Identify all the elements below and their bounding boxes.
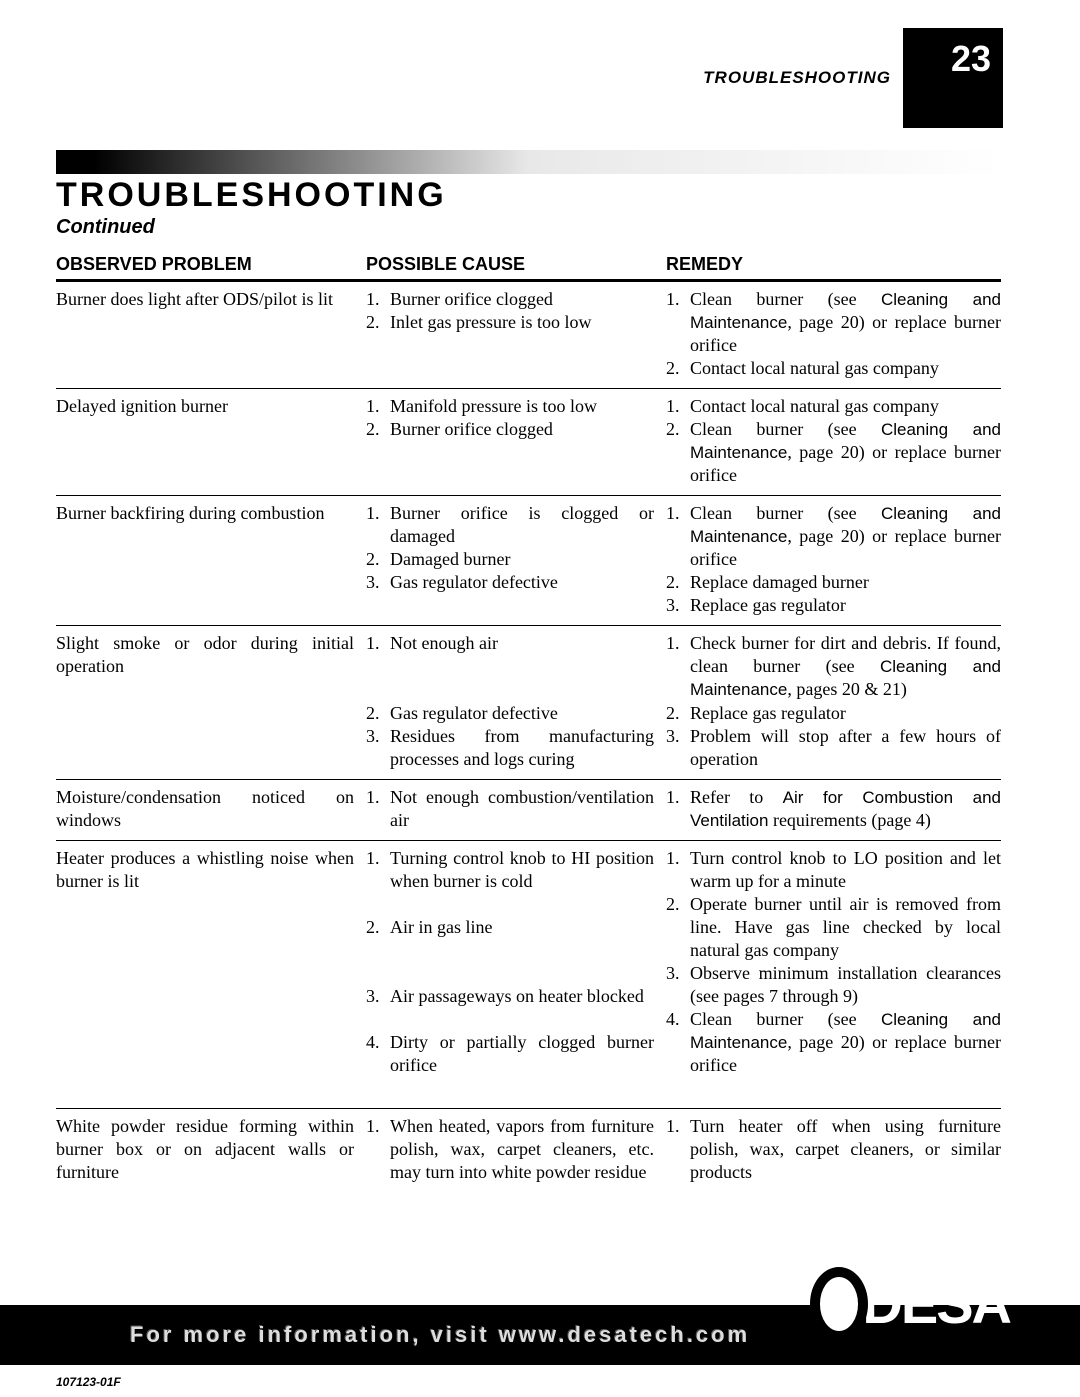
page-header: TROUBLESHOOTING 23 [703, 28, 1003, 128]
remedy-item: 1.Turn heater off when using furniture p… [666, 1115, 1001, 1184]
cause-item: 1.Not enough combustion/ventilation air [366, 786, 654, 832]
remedy-item: 3.Observe minimum installation clearance… [666, 962, 1001, 1008]
cause-cell: 1.Not enough air 2.Gas regulator defecti… [366, 632, 666, 770]
cause-cell: 1.When heated, vapors from furniture pol… [366, 1115, 666, 1184]
table-row: Burner does light after ODS/pilot is lit… [56, 282, 1001, 389]
cause-item: 3.Gas regulator defective [366, 571, 654, 594]
cause-item: 1.When heated, vapors from furniture pol… [366, 1115, 654, 1184]
cause-item: 4.Dirty or partially clogged burner orif… [366, 1031, 654, 1077]
cause-item: 1.Burner orifice clogged [366, 288, 654, 311]
remedy-item: 3.Replace gas regulator [666, 594, 1001, 617]
remedy-item: 1.Clean burner (see Cleaning and Mainten… [666, 502, 1001, 571]
cause-item: 1.Not enough air [366, 632, 654, 655]
logo-circle-icon [810, 1267, 868, 1341]
table-row: White powder residue forming within burn… [56, 1109, 1001, 1192]
cause-item: 3.Residues from manufacturing processes … [366, 725, 654, 771]
remedy-item: 1.Check burner for dirt and debris. If f… [666, 632, 1001, 701]
cause-item: 1.Manifold pressure is too low [366, 395, 654, 418]
cause-item: 1.Burner orifice is clogged or damaged [366, 502, 654, 548]
cause-cell: 1.Burner orifice is clogged or damaged2.… [366, 502, 666, 617]
gradient-bar [56, 150, 1001, 174]
remedy-cell: 1.Check burner for dirt and debris. If f… [666, 632, 1001, 770]
table-header-row: OBSERVED PROBLEM POSSIBLE CAUSE REMEDY [56, 254, 1001, 282]
remedy-cell: 1.Clean burner (see Cleaning and Mainten… [666, 502, 1001, 617]
brand-logo: DESA [810, 1267, 1010, 1341]
cause-item: 2.Damaged burner [366, 548, 654, 571]
problem-cell: White powder residue forming within burn… [56, 1115, 366, 1184]
table-body: Burner does light after ODS/pilot is lit… [56, 282, 1001, 1192]
table-row: Burner backfiring during combustion1.Bur… [56, 496, 1001, 626]
problem-cell: Heater produces a whistling noise when b… [56, 847, 366, 1100]
remedy-cell: 1.Refer to Air for Combustion and Ventil… [666, 786, 1001, 832]
remedy-item: 2.Replace damaged burner [666, 571, 1001, 594]
table-row: Delayed ignition burner1.Manifold pressu… [56, 389, 1001, 496]
problem-cell: Slight smoke or odor during initial oper… [56, 632, 366, 770]
spacer [366, 655, 654, 678]
remedy-cell: 1.Turn control knob to LO position and l… [666, 847, 1001, 1100]
remedy-item: 2.Operate burner until air is removed fr… [666, 893, 1001, 962]
remedy-item: 2.Clean burner (see Cleaning and Mainten… [666, 418, 1001, 487]
cause-cell: 1.Burner orifice clogged2.Inlet gas pres… [366, 288, 666, 380]
troubleshooting-table: OBSERVED PROBLEM POSSIBLE CAUSE REMEDY B… [56, 254, 1001, 1192]
header-section-label: TROUBLESHOOTING [703, 68, 891, 88]
cause-item: 1.Turning control knob to HI position wh… [366, 847, 654, 893]
page-number: 23 [951, 38, 991, 80]
cause-cell: 1.Turning control knob to HI position wh… [366, 847, 666, 1100]
spacer [366, 893, 654, 916]
col-header-cause: POSSIBLE CAUSE [366, 254, 666, 275]
cause-item: 2.Gas regulator defective [366, 702, 654, 725]
spacer [366, 1008, 654, 1031]
page-number-box: 23 [903, 28, 1003, 128]
logo-text: DESA [862, 1276, 1010, 1332]
spacer [366, 939, 654, 962]
remedy-cell: 1.Turn heater off when using furniture p… [666, 1115, 1001, 1184]
cause-item: 2.Burner orifice clogged [366, 418, 654, 441]
problem-cell: Moisture/condensation noticed on windows [56, 786, 366, 832]
spacer [366, 1077, 654, 1100]
remedy-item: 1.Refer to Air for Combustion and Ventil… [666, 786, 1001, 832]
spacer [366, 962, 654, 985]
page: TROUBLESHOOTING 23 TROUBLESHOOTING Conti… [0, 0, 1080, 1397]
problem-cell: Burner does light after ODS/pilot is lit [56, 288, 366, 380]
remedy-item: 3.Problem will stop after a few hours of… [666, 725, 1001, 771]
problem-cell: Burner backfiring during combustion [56, 502, 366, 617]
remedy-item: 1.Clean burner (see Cleaning and Mainten… [666, 288, 1001, 357]
cause-item: 2.Inlet gas pressure is too low [366, 311, 654, 334]
document-code: 107123-01F [56, 1375, 121, 1389]
footer-bar: For more information, visit www.desatech… [0, 1305, 1080, 1365]
footer-text: For more information, visit www.desatech… [130, 1322, 750, 1348]
continued-label: Continued [56, 216, 155, 239]
table-row: Slight smoke or odor during initial oper… [56, 626, 1001, 779]
remedy-item: 2.Replace gas regulator [666, 702, 1001, 725]
col-header-remedy: REMEDY [666, 254, 1001, 275]
cause-item: 3.Air passageways on heater blocked [366, 985, 654, 1008]
cause-cell: 1.Manifold pressure is too low2.Burner o… [366, 395, 666, 487]
remedy-item: 2.Contact local natural gas company [666, 357, 1001, 380]
col-header-problem: OBSERVED PROBLEM [56, 254, 366, 275]
spacer [366, 678, 654, 701]
cause-cell: 1.Not enough combustion/ventilation air [366, 786, 666, 832]
remedy-cell: 1.Contact local natural gas company2.Cle… [666, 395, 1001, 487]
remedy-cell: 1.Clean burner (see Cleaning and Mainten… [666, 288, 1001, 380]
remedy-item: 1.Turn control knob to LO position and l… [666, 847, 1001, 893]
table-row: Moisture/condensation noticed on windows… [56, 780, 1001, 841]
table-row: Heater produces a whistling noise when b… [56, 841, 1001, 1109]
remedy-item: 1.Contact local natural gas company [666, 395, 1001, 418]
section-title: TROUBLESHOOTING [56, 176, 447, 215]
problem-cell: Delayed ignition burner [56, 395, 366, 487]
cause-item: 2.Air in gas line [366, 916, 654, 939]
remedy-item: 4.Clean burner (see Cleaning and Mainten… [666, 1008, 1001, 1077]
